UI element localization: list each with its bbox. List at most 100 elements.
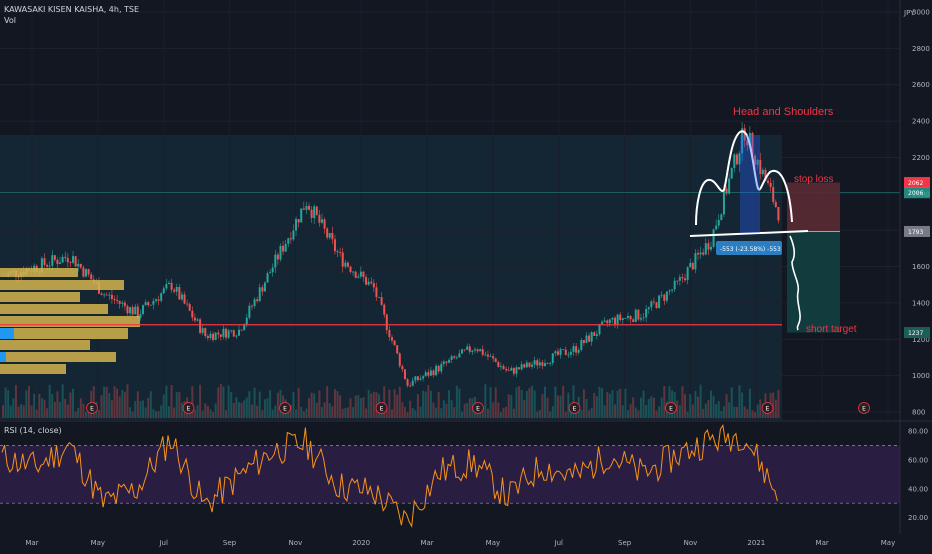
volume-bar xyxy=(735,407,738,418)
volume-bar xyxy=(544,386,547,418)
candle-body xyxy=(103,294,106,296)
volume-bar xyxy=(302,411,305,418)
target-zone[interactable] xyxy=(787,231,840,333)
volume-bar xyxy=(253,387,256,418)
time-tick-label: Mar xyxy=(816,539,829,547)
candle-body xyxy=(629,316,632,320)
volume-bar xyxy=(403,406,406,418)
earnings-marker[interactable] xyxy=(665,402,677,414)
volume-bar xyxy=(554,386,557,418)
earnings-marker[interactable] xyxy=(86,402,98,414)
candle-body xyxy=(149,304,152,306)
candle-body xyxy=(751,133,754,156)
candle-body xyxy=(391,337,393,341)
volume-bar xyxy=(637,410,640,418)
earnings-marker[interactable] xyxy=(279,402,291,414)
volume-bar xyxy=(427,384,430,418)
volume-bar xyxy=(157,411,160,418)
candle-body xyxy=(328,232,331,238)
volume-bar xyxy=(100,395,103,418)
candle-body xyxy=(90,274,93,280)
volume-bar xyxy=(84,411,87,418)
candle-body xyxy=(767,180,770,183)
candle-body xyxy=(232,330,235,337)
volume-bar xyxy=(774,399,777,418)
time-tick-label: Mar xyxy=(25,539,38,547)
candle-body xyxy=(564,349,567,355)
volume-bar xyxy=(432,402,435,418)
volume-bar xyxy=(152,409,155,418)
earnings-marker[interactable] xyxy=(761,402,774,414)
time-tick-label: Nov xyxy=(289,539,303,547)
stop-loss-zone[interactable] xyxy=(787,182,840,232)
earnings-marker[interactable] xyxy=(375,402,388,414)
candle-body xyxy=(676,280,679,282)
volume-bar xyxy=(611,390,614,418)
earnings-marker[interactable] xyxy=(472,402,484,414)
candle-body xyxy=(245,317,248,325)
volume-bar xyxy=(411,407,414,418)
volume-bar xyxy=(652,397,655,418)
volume-bar xyxy=(564,411,567,418)
volume-bar xyxy=(9,405,12,418)
volume-bar xyxy=(632,397,635,418)
candle-body xyxy=(393,340,396,346)
candle-body xyxy=(660,294,663,296)
stop-loss-label: stop loss xyxy=(794,174,833,185)
candle-body xyxy=(396,345,399,354)
currency-label: JPY xyxy=(903,9,915,17)
price-axis[interactable]: 8001000120014001600180020002200240026002… xyxy=(912,9,930,417)
candle-body xyxy=(230,330,233,332)
volume-bar xyxy=(720,411,723,418)
volume-bar xyxy=(642,390,645,418)
volume-bar xyxy=(212,411,215,418)
candle-body xyxy=(110,294,113,299)
time-axis[interactable]: Mar May Jul Sep Nov 2020 Mar May Jul Sep Nov 2021 Ma… xyxy=(25,539,895,547)
earnings-marker-label: E xyxy=(90,406,94,413)
candle-body xyxy=(756,160,759,165)
candle-body xyxy=(123,302,126,307)
volume-bar xyxy=(767,411,770,418)
candle-body xyxy=(453,356,456,358)
candle-body xyxy=(131,307,134,315)
head-shoulders-outline[interactable] xyxy=(695,130,793,226)
pattern-label: Head and Shoulders xyxy=(733,106,834,118)
candle-body xyxy=(484,354,487,356)
candle-body xyxy=(204,328,207,337)
candle-body xyxy=(624,317,627,319)
candle-body xyxy=(634,309,637,322)
volume-bar xyxy=(484,384,487,418)
volume-bar xyxy=(193,409,196,418)
earnings-marker[interactable] xyxy=(568,402,581,414)
volume-bar xyxy=(388,389,391,418)
candle-body xyxy=(136,306,139,318)
candle-body xyxy=(440,363,443,372)
price-tags: 2062 2006 1793 1237 xyxy=(904,177,930,339)
candle-body xyxy=(432,370,435,376)
volume-bar xyxy=(759,399,762,418)
volume-bar xyxy=(601,388,604,418)
earnings-marker[interactable] xyxy=(182,402,195,414)
candle-body xyxy=(704,243,707,255)
volume-bar xyxy=(437,392,440,418)
volume-bar xyxy=(401,402,404,418)
volume-bar xyxy=(134,401,137,418)
volume-bar xyxy=(746,408,749,418)
volume-bar xyxy=(170,384,173,418)
volume-bar xyxy=(751,410,754,418)
earnings-marker[interactable] xyxy=(858,402,870,414)
volume-bar xyxy=(35,409,38,418)
candle-body xyxy=(486,354,489,357)
price-tick-label: 2600 xyxy=(912,81,930,89)
candle-body xyxy=(362,271,365,278)
candle-body xyxy=(489,356,492,357)
price-tick-label: 2200 xyxy=(912,154,930,162)
neckline[interactable] xyxy=(689,230,809,237)
volume-bar xyxy=(333,389,336,418)
volume-bar xyxy=(660,397,663,418)
time-tick-label: May xyxy=(881,539,895,547)
candle-body xyxy=(595,334,598,336)
